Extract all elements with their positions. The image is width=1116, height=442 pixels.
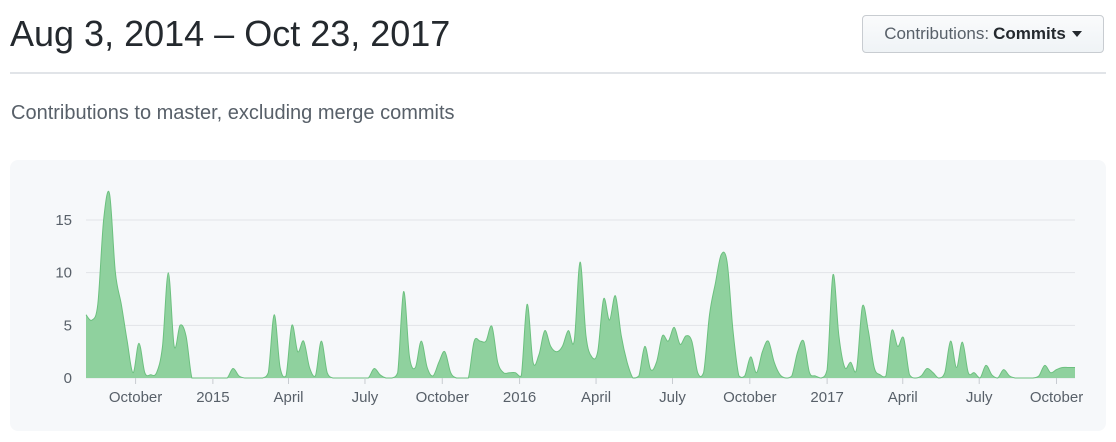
contributions-dropdown[interactable]: Contributions: Commits [862, 15, 1104, 53]
page-title: Aug 3, 2014 – Oct 23, 2017 [10, 13, 451, 54]
x-tick-label: October [723, 389, 776, 406]
x-tick-label: 2015 [196, 389, 229, 406]
x-tick-label: July [966, 389, 993, 406]
series-line [85, 191, 1075, 379]
x-tick-label: October [109, 389, 162, 406]
x-tick-label: October [1030, 389, 1083, 406]
x-tick-label: April [888, 389, 918, 406]
y-tick-label: 10 [55, 265, 72, 282]
dropdown-value: Commits [993, 24, 1066, 43]
x-tick-label: 2017 [810, 389, 843, 406]
x-tick-label: July [659, 389, 686, 406]
series-area [86, 191, 1075, 378]
header-divider [10, 72, 1106, 74]
x-tick-label: July [352, 389, 379, 406]
dropdown-prefix: Contributions: [884, 24, 990, 43]
x-tick-label: 2016 [503, 389, 536, 406]
caret-down-icon [1071, 31, 1082, 37]
x-tick-label: April [273, 389, 303, 406]
y-tick-label: 0 [64, 370, 72, 387]
x-tick-label: April [581, 389, 611, 406]
y-tick-label: 5 [64, 317, 72, 334]
y-tick-label: 15 [55, 212, 72, 229]
chart-panel: 0 5 10 15 October 2015 April July October 2016 Apr… [10, 160, 1106, 431]
x-tick-label: October [416, 389, 469, 406]
contributions-area-chart: 0 5 10 15 October 2015 April July October 2016 Apr… [55, 191, 1083, 406]
chart-subtitle: Contributions to master, excluding merge… [11, 102, 455, 124]
